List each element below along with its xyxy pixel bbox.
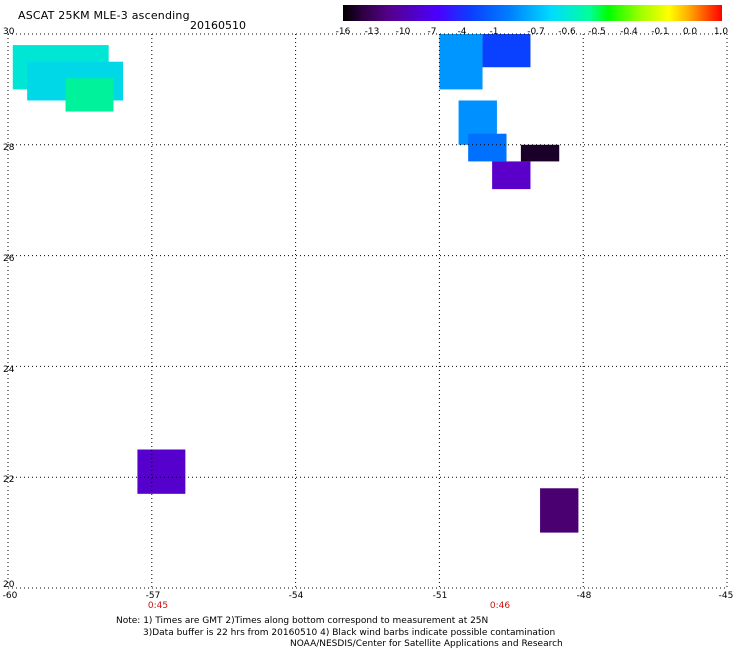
lon-label: -60 (2, 591, 18, 601)
time-label: 0:46 (489, 601, 511, 611)
scale-label: -16 (335, 27, 351, 37)
note-line-3: NOAA/NESDIS/Center for Satellite Applica… (290, 639, 563, 649)
lon-label: -51 (432, 591, 448, 601)
swath-ne-d (468, 133, 507, 162)
note-line-2: 3)Data buffer is 22 hrs from 20160510 4)… (143, 628, 556, 638)
lat-label: 30 (3, 27, 15, 37)
swath-ne-dark (520, 144, 560, 162)
lat-label: 22 (3, 475, 15, 485)
grid-layer (7, 33, 728, 589)
scale-label: -4 (457, 27, 467, 37)
scale-label: 0.0 (682, 27, 698, 37)
note-line-1: Note: 1) Times are GMT 2)Times along bot… (116, 616, 489, 626)
swath-layer (12, 34, 579, 533)
lon-label: -57 (145, 591, 161, 601)
lon-label: -48 (576, 591, 592, 601)
lon-label: -54 (288, 591, 304, 601)
map-title: ASCAT 25KM MLE-3 ascending (18, 9, 190, 22)
scale-label: -7 (427, 27, 437, 37)
scale-label: -0.4 (620, 27, 638, 37)
scale-label: -10 (395, 27, 411, 37)
swath-nw-lower (65, 78, 114, 112)
scale-label: 1.0 (713, 27, 729, 37)
lat-label: 26 (3, 254, 15, 264)
lat-label: 20 (3, 580, 15, 590)
swath-sw (137, 449, 186, 494)
swath-se (540, 488, 579, 533)
color-scale-bar (343, 5, 722, 21)
scale-label: -13 (364, 27, 380, 37)
map-date: 20160510 (190, 19, 246, 32)
scale-label: -1 (489, 27, 499, 37)
lat-label: 28 (3, 143, 15, 153)
lat-label: 24 (3, 365, 15, 375)
lon-label: -45 (718, 591, 734, 601)
scale-label: -0.7 (527, 27, 545, 37)
swath-ne-purple (492, 161, 531, 190)
swath-ne-b (482, 34, 531, 68)
swath-ne-a (439, 34, 483, 90)
scale-label: -0.1 (651, 27, 669, 37)
scale-label: -0.5 (588, 27, 606, 37)
time-label: 0:45 (147, 601, 169, 611)
scale-label: -0.6 (558, 27, 576, 37)
